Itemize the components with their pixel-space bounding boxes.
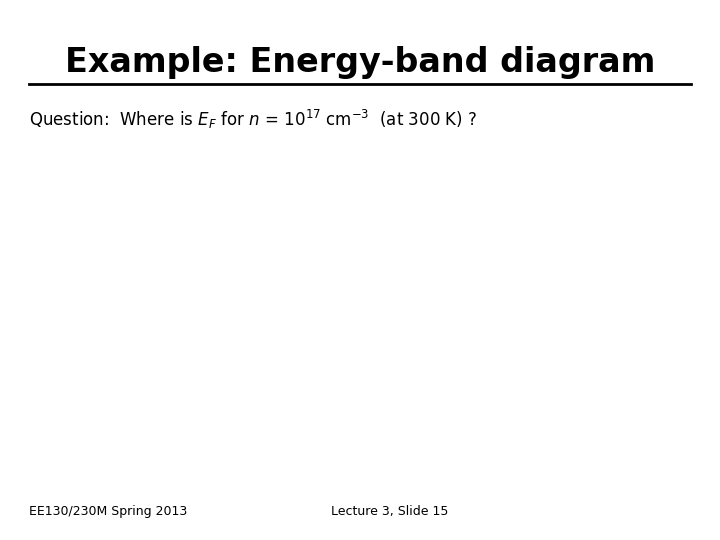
Text: Question:  Where is $E_F$ for $n$ = 10$^{17}$ cm$^{-3}$  (at 300 K) ?: Question: Where is $E_F$ for $n$ = 10$^{… (29, 108, 477, 131)
Text: Example: Energy-band diagram: Example: Energy-band diagram (65, 46, 655, 79)
Text: Lecture 3, Slide 15: Lecture 3, Slide 15 (331, 505, 449, 518)
Text: EE130/230M Spring 2013: EE130/230M Spring 2013 (29, 505, 187, 518)
